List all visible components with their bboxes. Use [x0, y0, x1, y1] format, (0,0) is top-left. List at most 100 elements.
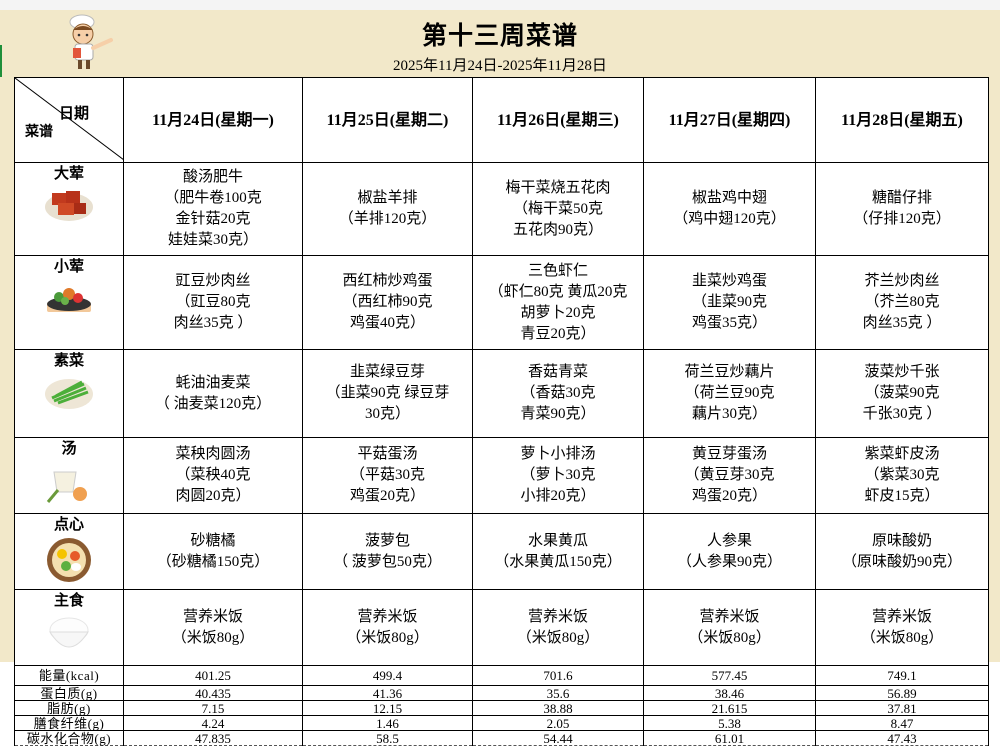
category-cell: 小荤	[14, 255, 124, 350]
category-cell: 主食	[14, 589, 124, 666]
day-header: 11月24日(星期一)	[123, 77, 303, 163]
nutrition-label: 能量(kcal)	[14, 665, 124, 686]
nutrition-value: 12.15	[302, 700, 473, 716]
day-header: 11月25日(星期二)	[302, 77, 473, 163]
nutrition-value: 58.5	[302, 730, 473, 746]
day-header: 11月26日(星期三)	[472, 77, 644, 163]
menu-row: 素菜 蚝油油麦菜 （ 油麦菜120克） 韭菜绿豆芽 （韭菜90克 绿豆芽 30克）香…	[14, 349, 989, 438]
dish-cell: 椒盐羊排 （羊排120克）	[302, 162, 473, 256]
nutrition-value: 401.25	[123, 665, 303, 686]
dish-cell: 营养米饭 （米饭80g）	[815, 589, 989, 666]
rice-bowl-icon	[49, 617, 89, 648]
nutrition-value: 47.43	[815, 730, 989, 746]
nutrition-row: 脂肪(g) 7.15 12.15 38.88 21.615 37.81	[14, 700, 989, 716]
nutrition-value: 40.435	[123, 685, 303, 701]
nutrition-value: 38.46	[643, 685, 816, 701]
category-label: 汤	[61, 441, 77, 457]
dish-cell: 水果黄瓜 （水果黄瓜150克）	[472, 513, 644, 590]
category-label: 点心	[53, 517, 84, 533]
dish-cell: 韭菜炒鸡蛋 （韭菜90克 鸡蛋35克）	[643, 255, 816, 350]
dish-cell: 西红柿炒鸡蛋 （西红柿90克 鸡蛋40克）	[302, 255, 473, 350]
dish-cell: 豇豆炒肉丝 （豇豆80克 肉丝35克 ）	[123, 255, 303, 350]
dish-cell: 砂糖橘 （砂糖橘150克）	[123, 513, 303, 590]
menu-row: 主食 营养米饭 （米饭80g） 营养米饭 （米饭80g） 营养米饭 （米饭80g） 营养…	[14, 589, 989, 666]
category-cell: 素菜	[14, 349, 124, 438]
dish-cell: 菠萝包 （ 菠萝包50克）	[302, 513, 473, 590]
category-label: 主食	[53, 593, 84, 609]
dish-cell: 酸汤肥牛 （肥牛卷100克 金针菇20克 娃娃菜30克）	[123, 162, 303, 256]
braised-pork-icon	[45, 191, 93, 221]
category-label: 大荤	[53, 166, 84, 182]
cell-selection-marker	[0, 45, 2, 77]
nutrition-row: 蛋白质(g) 40.435 41.36 35.6 38.46 56.89	[14, 685, 989, 701]
nutrition-label: 碳水化合物(g)	[14, 730, 124, 746]
nutrition-value: 38.88	[472, 700, 644, 716]
snack-plate-icon	[47, 538, 91, 582]
category-cell: 汤	[14, 437, 124, 514]
dish-cell: 芥兰炒肉丝 （芥兰80克 肉丝35克 ）	[815, 255, 989, 350]
dish-cell: 韭菜绿豆芽 （韭菜90克 绿豆芽 30克）	[302, 349, 473, 438]
nutrition-value: 7.15	[123, 700, 303, 716]
diagonal-line	[15, 78, 124, 160]
nutrition-value: 21.615	[643, 700, 816, 716]
date-range: 2025年11月24日-2025年11月28日	[393, 58, 607, 74]
dish-cell: 营养米饭 （米饭80g）	[643, 589, 816, 666]
chef-icon	[69, 14, 113, 69]
nutrition-row: 能量(kcal) 401.25 499.4 701.6 577.45 749.1	[14, 665, 989, 686]
nutrition-value: 499.4	[302, 665, 473, 686]
nutrition-value: 1.46	[302, 715, 473, 731]
nutrition-value: 5.38	[643, 715, 816, 731]
dish-cell: 萝卜小排汤 （萝卜30克 小排20克）	[472, 437, 644, 514]
page-title: 第十三周菜谱	[421, 23, 578, 50]
nutrition-value: 749.1	[815, 665, 989, 686]
dish-cell: 平菇蛋汤 （平菇30克 鸡蛋20克）	[302, 437, 473, 514]
nutrition-row: 碳水化合物(g) 47.835 58.5 54.44 61.01 47.43	[14, 730, 989, 746]
nutrition-value: 37.81	[815, 700, 989, 716]
nutrition-row: 膳食纤维(g) 4.24 1.46 2.05 5.38 8.47	[14, 715, 989, 731]
nutrition-value: 54.44	[472, 730, 644, 746]
stir-fry-plate-icon	[47, 288, 91, 312]
menu-table: 日期 菜谱 11月24日(星期一) 11月25日(星期二) 11月26日(星期三…	[14, 77, 989, 746]
dish-cell: 营养米饭 （米饭80g）	[123, 589, 303, 666]
dish-cell: 营养米饭 （米饭80g）	[472, 589, 644, 666]
menu-row: 大荤 酸汤肥牛 （肥牛卷100克 金针菇20克 娃娃菜30克） 椒盐羊排 （羊排12…	[14, 162, 989, 256]
corner-date-label: 日期	[59, 106, 90, 122]
nutrition-value: 701.6	[472, 665, 644, 686]
dish-cell: 香菇青菜 （香菇30克 青菜90克）	[472, 349, 644, 438]
dish-cell: 糖醋仔排 （仔排120克）	[815, 162, 989, 256]
dish-cell: 荷兰豆炒藕片 （荷兰豆90克 藕片30克）	[643, 349, 816, 438]
category-cell: 点心	[14, 513, 124, 590]
nutrition-value: 35.6	[472, 685, 644, 701]
dish-cell: 三色虾仁 （虾仁80克 黄瓜20克 胡萝卜20克 青豆20克）	[472, 255, 644, 350]
nutrition-value: 56.89	[815, 685, 989, 701]
dish-cell: 椒盐鸡中翅 （鸡中翅120克）	[643, 162, 816, 256]
dish-cell: 黄豆芽蛋汤 （黄豆芽30克 鸡蛋20克）	[643, 437, 816, 514]
nutrition-value: 2.05	[472, 715, 644, 731]
nutrition-value: 8.47	[815, 715, 989, 731]
dish-cell: 蚝油油麦菜 （ 油麦菜120克）	[123, 349, 303, 438]
dish-cell: 原味酸奶 （原味酸奶90克）	[815, 513, 989, 590]
corner-cell: 日期 菜谱	[14, 77, 124, 163]
dish-cell: 菠菜炒千张 （菠菜90克 千张30克 ）	[815, 349, 989, 438]
nutrition-value: 47.835	[123, 730, 303, 746]
nutrition-value: 4.24	[123, 715, 303, 731]
category-label: 小荤	[53, 259, 84, 275]
dish-cell: 人参果 （人参果90克）	[643, 513, 816, 590]
dish-cell: 紫菜虾皮汤 （紫菜30克 虾皮15克）	[815, 437, 989, 514]
category-cell: 大荤	[14, 162, 124, 256]
day-header: 11月28日(星期五)	[815, 77, 989, 163]
nutrition-value: 41.36	[302, 685, 473, 701]
nutrition-value: 577.45	[643, 665, 816, 686]
menu-row: 点心 砂糖橘 （砂糖橘150克） 菠萝包 （ 菠萝包50克） 水果黄瓜 （水果黄瓜15…	[14, 513, 989, 590]
category-label: 素菜	[53, 353, 84, 369]
menu-row: 汤 菜秧肉圆汤 （菜秧40克 肉圆20克） 平菇蛋汤 （平菇30克 鸡蛋20克） 萝卜…	[14, 437, 989, 514]
corner-menu-label: 菜谱	[25, 125, 53, 140]
header-row: 日期 菜谱 11月24日(星期一) 11月25日(星期二) 11月26日(星期三…	[14, 77, 989, 163]
nutrition-value: 61.01	[643, 730, 816, 746]
green-vegetable-icon	[45, 379, 93, 409]
dish-cell: 菜秧肉圆汤 （菜秧40克 肉圆20克）	[123, 437, 303, 514]
soup-bowl-icon	[46, 471, 87, 503]
nutrition-label: 蛋白质(g)	[14, 685, 124, 701]
day-header: 11月27日(星期四)	[643, 77, 816, 163]
dish-cell: 梅干菜烧五花肉 （梅干菜50克 五花肉90克）	[472, 162, 644, 256]
